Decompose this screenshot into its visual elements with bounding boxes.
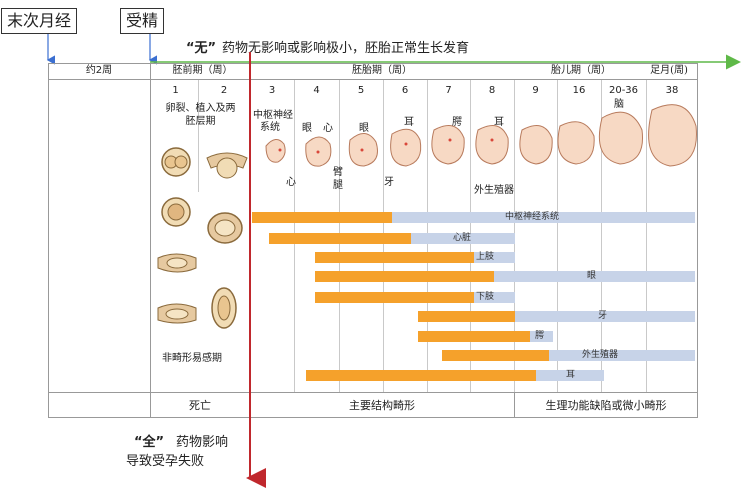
no-effect-quote: “无” [186,41,217,56]
bar-blue-segment [515,311,695,322]
annot-brain: 脑 [614,99,624,110]
bar-orange-segment [418,311,515,322]
annot-heart2: 心 [323,123,333,134]
bar-orange-segment [269,233,411,244]
red-divider-arrow [246,52,266,488]
week-number: 7 [445,85,452,96]
annot-leg: 腿 [333,180,343,191]
bar-orange-segment [315,271,494,282]
footer-stage-divider [514,392,515,418]
embryo-week6-icon [390,128,422,167]
fetus-week16-icon [557,121,595,165]
full-effect-line2: 导致受孕失败 [126,454,205,469]
fetus-week20-36-icon [598,111,644,165]
full-effect-quote: “全” [134,435,165,450]
bar-label: 耳 [566,370,576,380]
full-effect-line1: 药物影响 [176,435,229,450]
bar-blue-segment [411,233,515,244]
week-gridline [557,80,558,392]
pre-embryo-illustrations [157,147,248,329]
bar-blue-segment [536,370,604,381]
bar-blue-segment [549,350,695,361]
col0-header: 约2周 [85,65,113,76]
annot-arm: 臂 [333,167,343,178]
week-gridline [601,80,602,392]
bar-label: 外生殖器 [582,350,619,360]
annot-cns-line1: 中枢神经 [253,110,293,121]
annot-heart-bottom: 心 [286,177,296,188]
fertilization-label: 受精 [120,8,165,34]
week-number: 9 [532,85,539,96]
annot-ear2: 耳 [494,117,504,128]
stage-term-header: 足月(周) [650,65,688,76]
bilaminar-disc-icon-b [157,303,197,324]
week-gridline [646,80,647,392]
week-number: 2 [220,85,228,96]
oval-embryo-icon [211,287,237,329]
bar-orange-segment [315,292,474,303]
week-number: 38 [665,85,679,96]
last-period-label: 末次月经 [1,8,78,34]
week-number: 6 [401,85,409,96]
week-number: 8 [488,85,496,96]
week-number: 5 [357,85,365,96]
col0-divider [150,63,151,418]
annot-palate: 腭 [452,117,462,128]
footer-divider [48,392,698,393]
no-effect-text: 药物无影响或影响极小，胚胎正常生长发育 [222,41,470,56]
annot-ear1: 耳 [404,117,414,128]
chart-frame [48,63,698,418]
embryo-week7-icon [431,125,465,165]
implanting-blastocyst-icon [206,152,248,179]
stage-fetal-header: 胎儿期（周） [551,65,611,76]
pre-note-line1: 卵裂、植入及两 [165,103,236,114]
stage-embryo-header: 胚胎期（周） [352,65,412,76]
embryo-week8-icon [475,125,509,165]
header-divider [48,79,698,80]
pre-note-line2: 胚层期 [185,116,216,127]
fetus-week9-icon [519,125,553,165]
annot-genitals: 外生殖器 [474,185,514,196]
embedded-blastocyst-icon [207,212,243,244]
bar-orange-segment [315,252,474,263]
bar-blue-segment [530,331,553,342]
annot-tooth: 牙 [384,177,394,188]
week-number: 4 [313,85,320,96]
bar-label: 下肢 [476,292,495,302]
week-number: 3 [268,85,276,96]
annot-eye2: 眼 [359,123,369,134]
bar-label: 眼 [587,271,597,281]
bar-orange-segment [442,350,549,361]
morula-icon [161,197,191,227]
bar-label: 上肢 [476,252,495,262]
bar-label: 腭 [535,331,545,341]
bar-blue-segment [474,252,515,263]
footer-minor: 生理功能缺陷或微小畸形 [545,399,667,412]
week-number: 16 [572,85,586,96]
bar-orange-segment [252,212,392,223]
insensitive-period-label: 非畸形易感期 [162,353,222,364]
footer-major: 主要结构畸形 [349,399,415,412]
stage-pre-header: 胚前期（周） [172,65,233,76]
bar-blue-segment [392,212,695,223]
bar-label: 心脏 [453,233,472,243]
bilaminar-disc-icon-a [157,253,197,273]
fetus-week38-icon [648,104,697,167]
week-number: 1 [172,85,179,96]
bar-blue-segment [474,292,515,303]
embryo-illustrations [265,104,697,167]
bar-label: 中枢神经系统 [505,212,560,222]
bar-orange-segment [418,331,530,342]
bar-blue-segment [494,271,695,282]
annot-eye1: 眼 [302,123,312,134]
annot-cns-line2: 系统 [260,122,280,133]
embryo-week3-icon [265,139,286,163]
footer-death: 死亡 [189,399,211,412]
bar-orange-segment [306,370,536,381]
two-cell-blastomere-icon [161,147,191,177]
week-number: 20-36 [608,85,639,96]
week-gridline [198,80,199,192]
bar-label: 牙 [598,311,608,321]
